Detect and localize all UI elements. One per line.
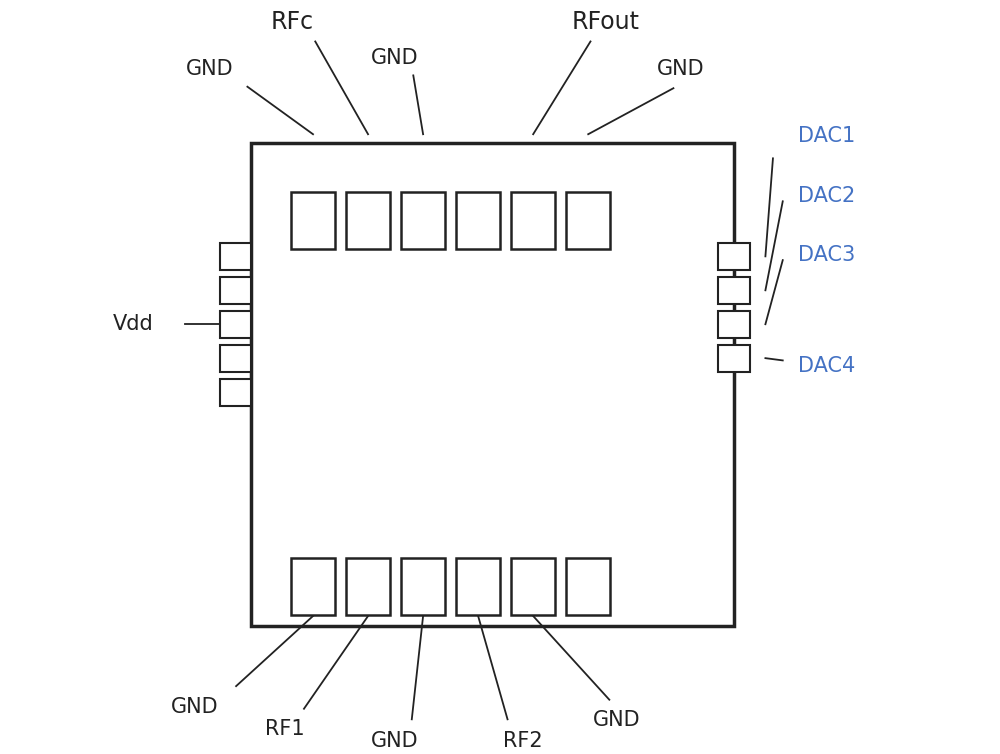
Bar (566, 192, 610, 249)
Text: Vdd: Vdd (112, 314, 153, 334)
Bar (566, 558, 610, 615)
Bar (220, 243, 251, 270)
Bar (401, 192, 445, 249)
Bar (401, 558, 445, 615)
Text: RFout: RFout (572, 10, 640, 34)
Bar (346, 558, 390, 615)
Bar (220, 277, 251, 304)
Bar (718, 277, 750, 304)
Bar (220, 345, 251, 372)
Text: GND: GND (593, 710, 641, 731)
Bar (456, 192, 500, 249)
Text: GND: GND (186, 59, 234, 79)
Bar (718, 243, 750, 270)
Bar (511, 558, 555, 615)
Text: RFc: RFc (271, 10, 314, 34)
Bar (456, 558, 500, 615)
Text: GND: GND (657, 59, 705, 79)
Text: GND: GND (171, 697, 218, 718)
Bar (346, 192, 390, 249)
Text: GND: GND (371, 48, 418, 68)
Bar (511, 192, 555, 249)
Text: RF2: RF2 (503, 731, 542, 752)
Text: DAC1: DAC1 (798, 126, 855, 146)
Bar (291, 192, 335, 249)
Text: DAC4: DAC4 (798, 356, 855, 375)
Bar (718, 311, 750, 338)
Text: RF1: RF1 (265, 719, 305, 739)
Text: DAC3: DAC3 (798, 245, 855, 265)
Bar (291, 558, 335, 615)
Bar (220, 379, 251, 406)
Bar (718, 345, 750, 372)
Bar (220, 311, 251, 338)
Text: DAC2: DAC2 (798, 186, 855, 206)
Bar (251, 143, 734, 626)
Text: GND: GND (371, 731, 418, 752)
